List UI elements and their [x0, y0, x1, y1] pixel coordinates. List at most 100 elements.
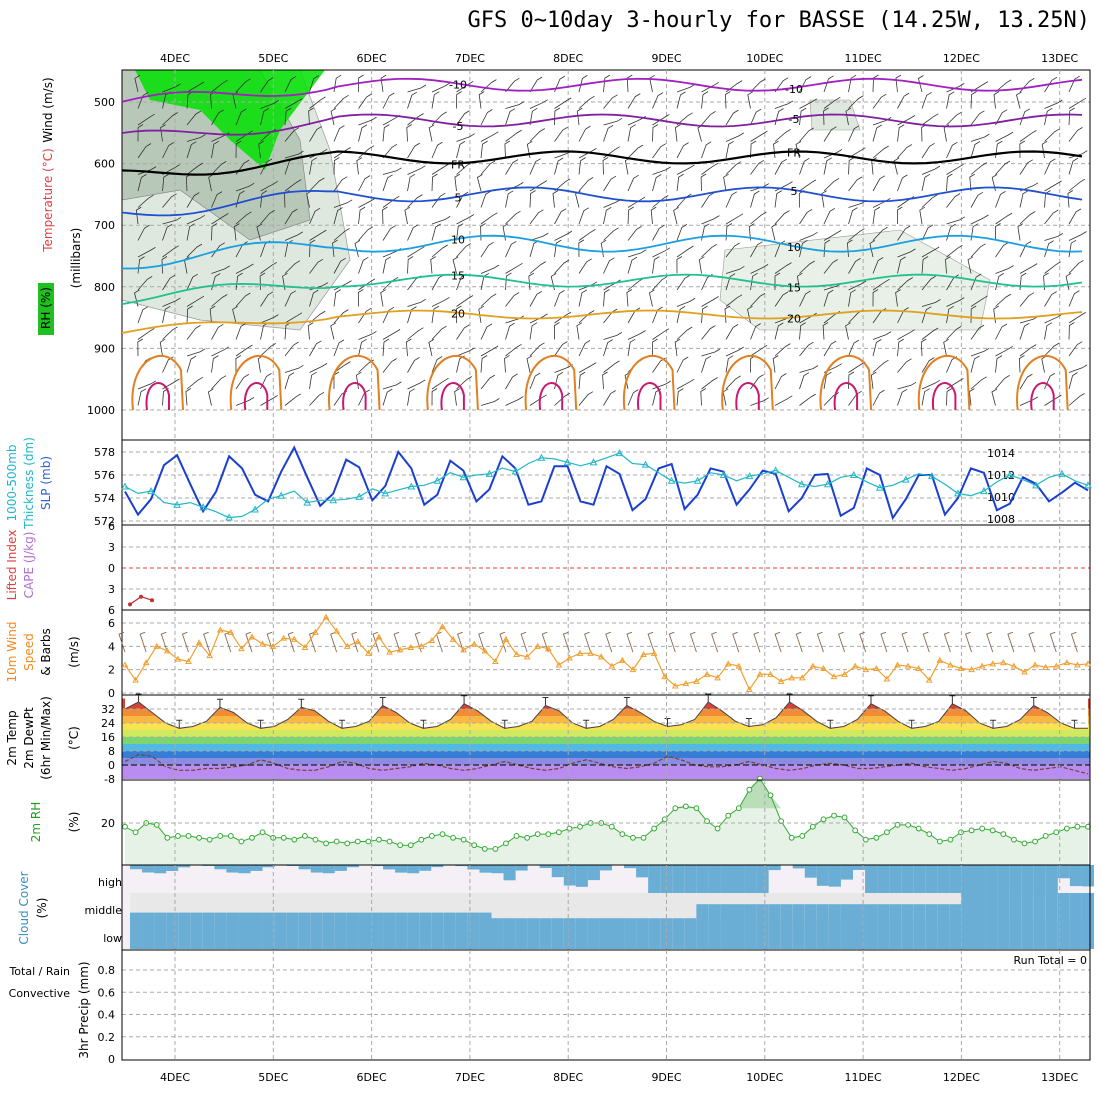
wind-barb: [627, 196, 646, 208]
cloud-low: [1021, 921, 1034, 949]
wind-barb: [921, 275, 937, 291]
wind10-marker: [788, 674, 796, 681]
wind10-marker: [566, 654, 573, 661]
rh2m-point: [534, 831, 541, 837]
pressure-tick: 500: [94, 96, 115, 109]
wind-barb: [456, 91, 462, 109]
wind-barb: [578, 207, 590, 225]
wind-barb: [725, 161, 742, 175]
cloud-middle: [1081, 893, 1094, 921]
date-label-bottom: 12DEC: [943, 1071, 980, 1084]
cloud-middle: [997, 893, 1010, 921]
wind-barb: [676, 245, 694, 258]
cloud-low: [889, 921, 902, 949]
wind-barb: [554, 341, 568, 357]
temperature-mask: [125, 695, 1088, 729]
wind-barb: [578, 95, 595, 109]
thickness-marker: [1084, 481, 1092, 489]
wind-barb: [505, 262, 523, 274]
wind-barb: [725, 265, 745, 274]
wind-barb: [823, 107, 829, 126]
thickness-marker: [797, 480, 806, 488]
cloud-low: [298, 921, 311, 949]
wind-barb: [382, 256, 392, 274]
cloud-middle: [142, 912, 155, 921]
cloud-middle: [250, 912, 263, 921]
wind-barb: [382, 124, 390, 142]
thickness-tick: 576: [94, 469, 115, 482]
thickness-marker: [355, 492, 364, 500]
thickness-marker: [485, 469, 494, 477]
wind-barb: [358, 124, 368, 142]
wind-barb: [676, 306, 686, 324]
wind-barb: [309, 289, 319, 307]
cloud-middle: [383, 912, 396, 921]
cloud-low: [274, 921, 287, 949]
wind-barb: [652, 256, 660, 274]
cloud-middle: [443, 912, 456, 921]
wind-barb: [823, 177, 840, 192]
wind-barb: [309, 391, 325, 406]
wind-barb: [603, 94, 618, 109]
temperature-contour-label: -10: [449, 79, 467, 92]
cloud-mid-bg: [672, 893, 685, 921]
wind10-marker: [809, 662, 817, 669]
wind-barb: [162, 142, 174, 159]
wind-barb: [137, 247, 156, 258]
wind10-marker: [989, 660, 997, 667]
wind-barb: [309, 126, 322, 142]
rh2m-point: [312, 836, 319, 843]
thickness-marker: [407, 482, 416, 490]
precip-tick: 0.4: [98, 1009, 116, 1022]
cloud-low: [455, 921, 468, 949]
wind-barb: [480, 212, 498, 225]
wind-barb: [554, 259, 570, 274]
wind-barb: [1068, 107, 1075, 126]
wind-barb: [480, 160, 496, 175]
cape-axis-label: CAPE (J/kg): [22, 532, 36, 599]
cloud-low: [190, 921, 203, 949]
wind-barb: [431, 91, 440, 109]
wind-barb: [676, 83, 696, 93]
rh2m-point: [524, 834, 531, 841]
wind-barb: [407, 84, 427, 93]
cloud-middle: [937, 904, 950, 921]
wind-barb: [921, 299, 941, 307]
wind-barb: [1068, 75, 1080, 93]
wind-barb: [260, 291, 274, 307]
rh2m-point: [196, 834, 202, 841]
wind10-axis-label-2: Speed: [22, 633, 36, 671]
wind-barb: [995, 191, 1006, 208]
wind-barb: [921, 246, 940, 258]
wind-barb: [382, 143, 398, 159]
cloud-low: [768, 921, 781, 949]
cloud-middle: [503, 918, 516, 921]
wind10-marker: [661, 673, 669, 680]
rh2m-point: [841, 814, 848, 821]
rh2m-point: [884, 829, 890, 836]
wind10-barb: [414, 631, 422, 653]
wind10-barb: [435, 631, 443, 653]
wind-barb: [186, 192, 200, 208]
wind-barb: [701, 111, 716, 126]
wind-barb: [480, 293, 497, 307]
wind10-marker: [470, 640, 478, 647]
wind-barb: [750, 264, 769, 274]
wind-barb: [309, 371, 317, 390]
wind-barb: [284, 341, 299, 357]
cloud-unit-label: (%): [35, 898, 49, 919]
date-label-top: 4DEC: [160, 52, 190, 65]
wind-barb: [431, 173, 438, 192]
wind-barb: [603, 360, 620, 373]
rh2m-point: [989, 827, 996, 834]
wind-barb: [185, 388, 192, 406]
wind-barb: [134, 75, 141, 93]
wind-barb: [135, 206, 142, 225]
cloud-middle: [226, 912, 239, 921]
wind-barb: [159, 338, 166, 357]
wind10-marker: [428, 636, 436, 643]
wind-barb: [578, 371, 586, 390]
precip-axis-label: 3hr Precip (mm): [77, 961, 91, 1058]
cloud-middle: [732, 904, 745, 921]
wind-barb: [358, 93, 372, 109]
